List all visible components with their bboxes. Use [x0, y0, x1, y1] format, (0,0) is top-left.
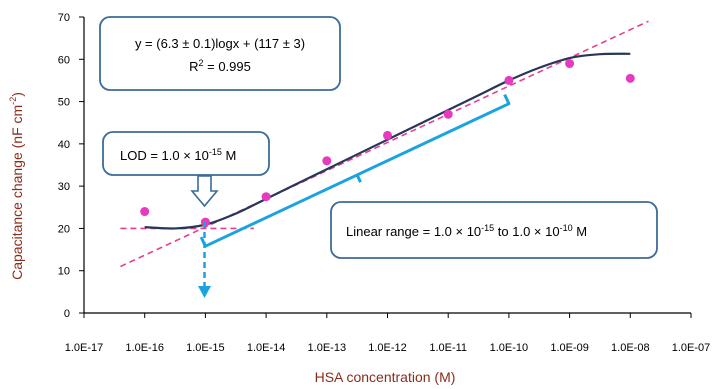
y-tick-label: 50 — [58, 97, 70, 109]
bracket-line — [199, 93, 511, 248]
x-tick-label: 1.0E-16 — [125, 342, 164, 354]
lod-dashed-arrow — [198, 222, 211, 298]
x-tick-label: 1.0E-12 — [368, 342, 407, 354]
y-tick-label: 70 — [58, 12, 70, 24]
data-point — [140, 207, 150, 217]
data-point — [383, 130, 392, 140]
x-tick-label: 1.0E-17 — [65, 342, 104, 354]
x-axis-label: HSA concentration (M) — [315, 369, 456, 385]
axes — [79, 16, 692, 318]
r-squared-text: R2 = 0.995 — [189, 58, 251, 74]
x-tick-label: 1.0E-13 — [308, 342, 347, 354]
linear-range-bracket — [199, 93, 511, 248]
x-tick-label: 1.0E-15 — [186, 342, 225, 354]
data-point — [261, 192, 271, 202]
y-tick-label: 60 — [58, 54, 70, 66]
x-tick-label: 1.0E-14 — [247, 342, 286, 354]
data-point — [565, 59, 575, 69]
y-tick-label: 10 — [58, 266, 70, 278]
data-points — [140, 59, 635, 227]
y-axis-label: Capacitance change (nF cm-2) — [8, 92, 25, 280]
y-tick-label: 0 — [64, 308, 70, 320]
lod-text: LOD = 1.0 × 10-15 M — [120, 147, 236, 163]
data-point — [322, 156, 332, 166]
y-tick-label: 40 — [58, 139, 70, 151]
x-tick-label: 1.0E-08 — [611, 342, 650, 354]
equation-text: y = (6.3 ± 0.1)logx + (117 ± 3) — [135, 36, 305, 51]
y-tick-label: 20 — [58, 223, 70, 235]
linear-range-text: Linear range = 1.0 × 10-15 to 1.0 × 10-1… — [346, 223, 587, 239]
y-tick-label: 30 — [58, 181, 70, 193]
x-tick-label: 1.0E-07 — [672, 342, 711, 354]
data-point — [504, 75, 514, 85]
lod-arrow-icon — [190, 175, 219, 208]
x-tick-label: 1.0E-10 — [490, 342, 529, 354]
equation-box: y = (6.3 ± 0.1)logx + (117 ± 3) R2 = 0.9… — [99, 16, 341, 91]
x-tick-label: 1.0E-09 — [550, 342, 589, 354]
lod-box: LOD = 1.0 × 10-15 M — [102, 131, 270, 176]
x-tick-labels: 1.0E-17 1.0E-16 1.0E-15 1.0E-14 1.0E-13 1.0E-… — [65, 342, 711, 354]
linear-fit-line — [120, 20, 649, 268]
data-point — [443, 109, 453, 119]
data-point — [625, 73, 635, 83]
y-tick-labels: 0 10 20 30 40 50 60 70 — [58, 12, 70, 320]
linear-range-box: Linear range = 1.0 × 10-15 to 1.0 × 10-1… — [330, 201, 658, 259]
x-tick-label: 1.0E-11 — [429, 342, 467, 354]
